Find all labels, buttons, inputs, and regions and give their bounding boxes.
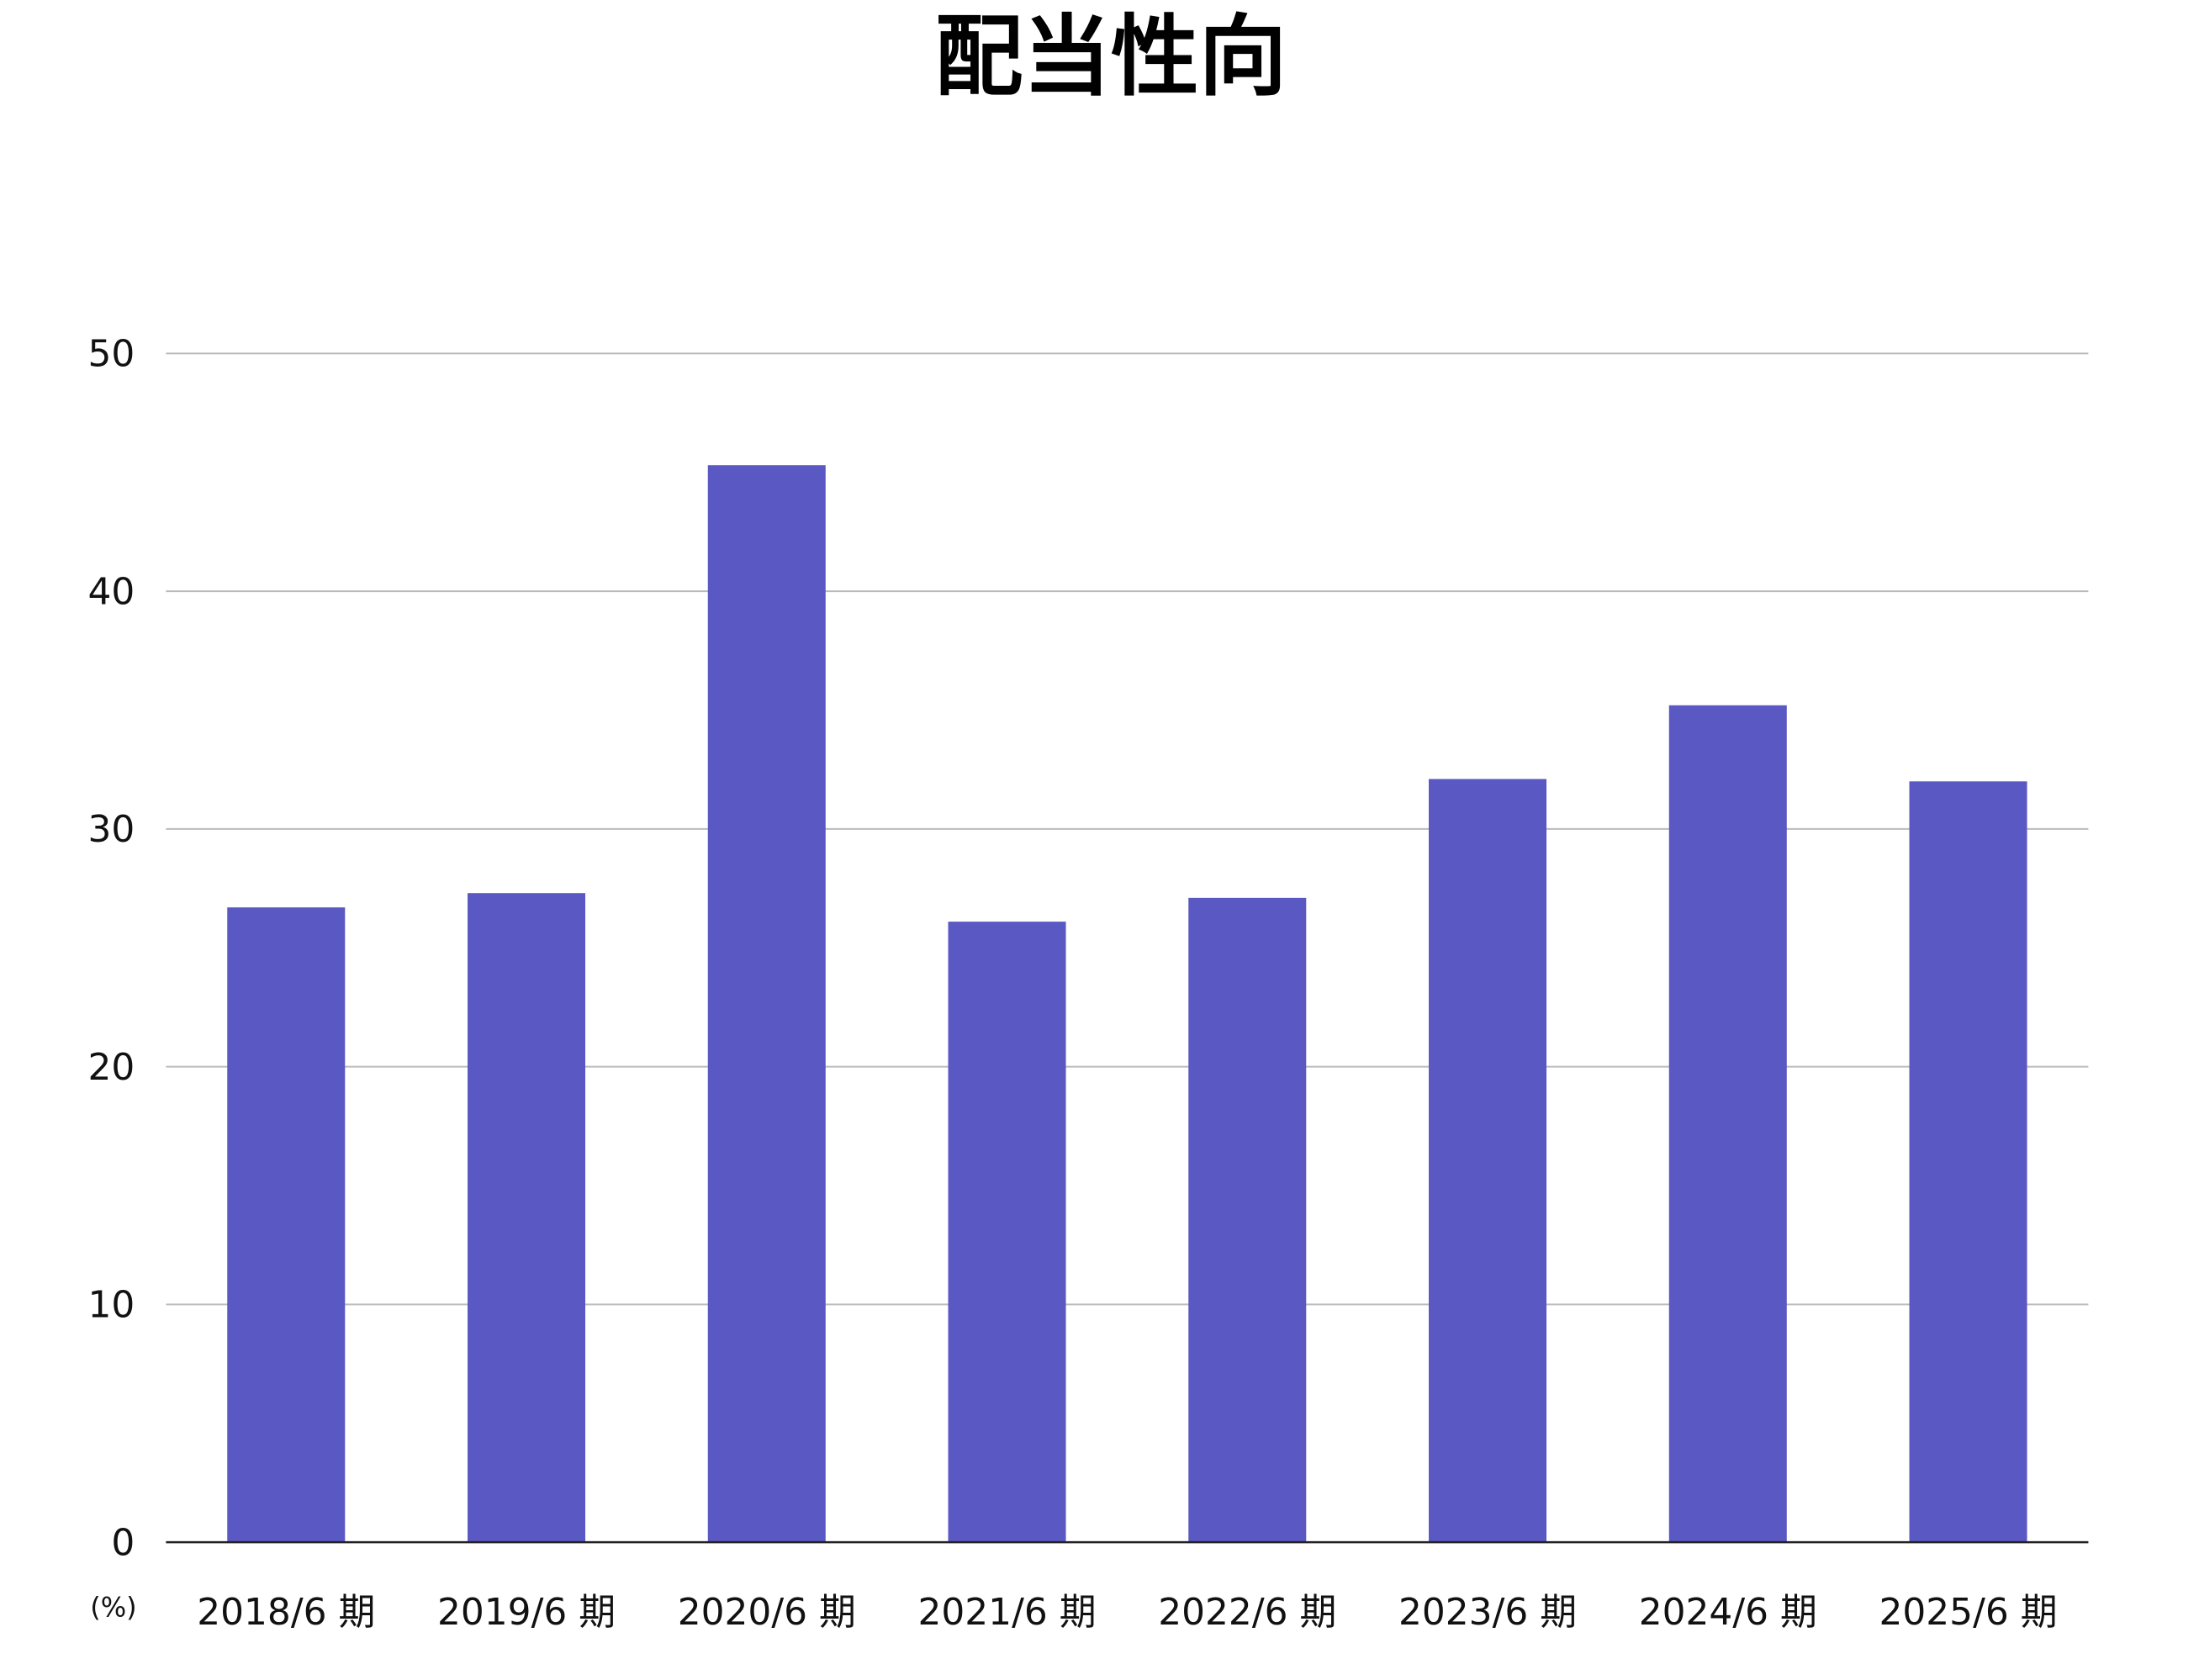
x-tick-label: 2023/6 期 <box>1398 1591 1577 1634</box>
chart-title: 配当性向 <box>935 5 1287 108</box>
bar <box>707 465 826 1543</box>
x-tick-label: 2021/6 期 <box>917 1591 1096 1634</box>
y-unit: (%) <box>90 1591 136 1623</box>
bar <box>1429 779 1547 1543</box>
x-tick-label: 2018/6 期 <box>197 1591 375 1634</box>
x-tick-label: 2022/6 期 <box>1158 1591 1336 1634</box>
y-tick-label: 20 <box>87 1046 135 1089</box>
y-tick-label: 0 <box>111 1521 135 1564</box>
bar <box>1668 705 1787 1543</box>
y-tick-label: 40 <box>87 570 135 613</box>
bar <box>227 907 346 1543</box>
y-tick-label: 50 <box>87 333 135 376</box>
y-tick-label: 10 <box>87 1284 135 1327</box>
y-tick-label: 30 <box>87 808 135 851</box>
bar <box>1188 897 1307 1543</box>
bar <box>948 922 1066 1543</box>
x-tick-label: 2020/6 期 <box>678 1591 856 1634</box>
x-tick-label: 2024/6 期 <box>1639 1591 1817 1634</box>
bar <box>1909 781 2027 1543</box>
x-tick-label: 2019/6 期 <box>437 1591 616 1634</box>
bar <box>468 893 586 1543</box>
x-tick-label: 2025/6 期 <box>1879 1591 2057 1634</box>
